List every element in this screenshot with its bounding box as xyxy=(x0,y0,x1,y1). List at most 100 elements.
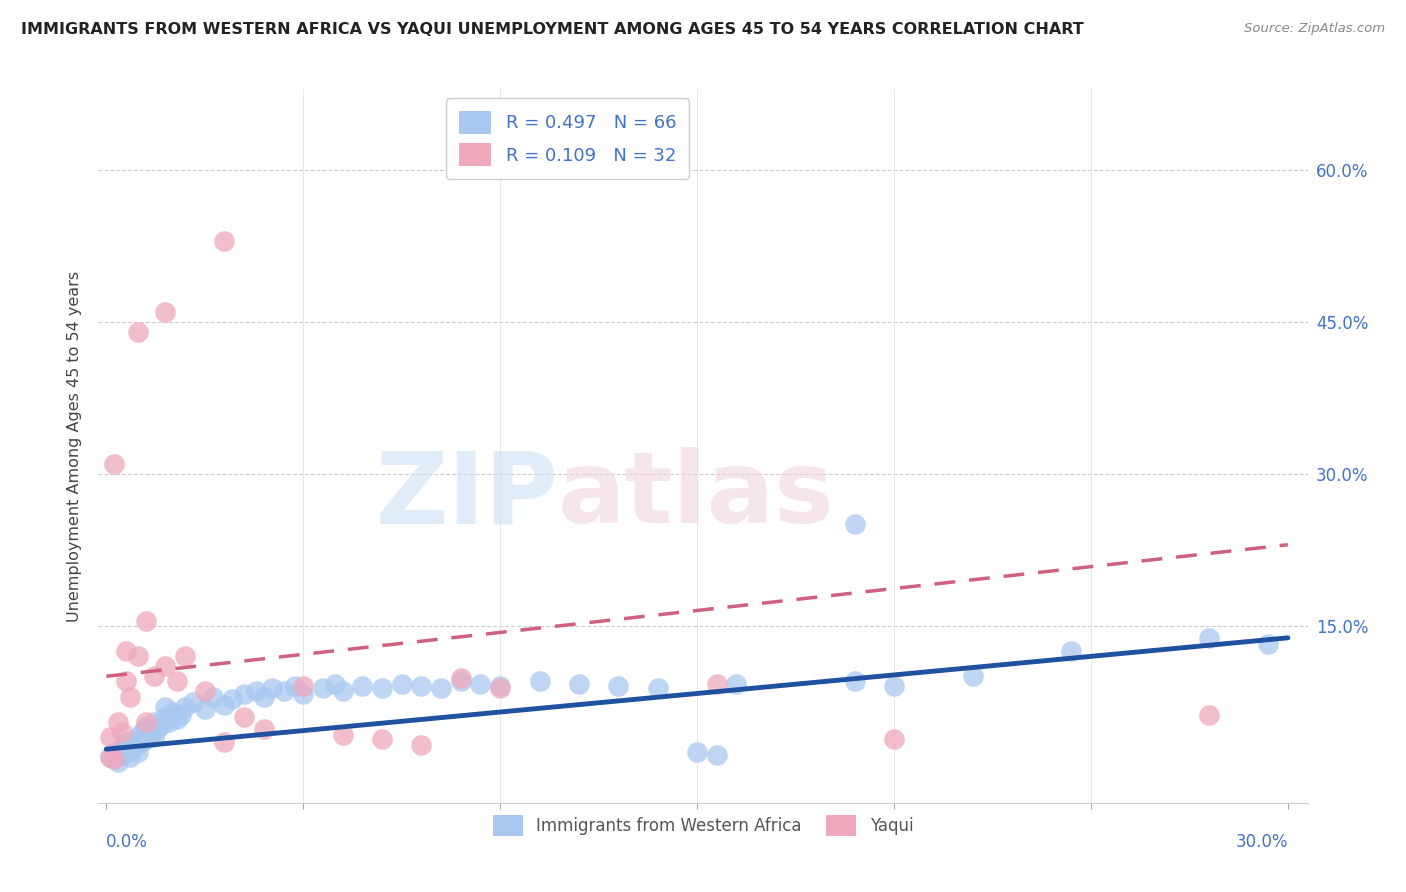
Point xyxy=(138,728,160,742)
Point xyxy=(115,674,138,689)
Point xyxy=(115,644,138,658)
Point xyxy=(1198,631,1220,645)
Text: Source: ZipAtlas.com: Source: ZipAtlas.com xyxy=(1244,22,1385,36)
Point xyxy=(98,730,121,744)
Point xyxy=(111,740,134,755)
Point xyxy=(127,745,149,759)
Point xyxy=(194,701,217,715)
Point xyxy=(118,690,141,704)
Point xyxy=(489,681,512,696)
Text: ZIP: ZIP xyxy=(375,448,558,544)
Point xyxy=(155,659,177,673)
Text: 30.0%: 30.0% xyxy=(1236,833,1288,851)
Point xyxy=(706,677,728,691)
Point xyxy=(131,735,153,749)
Legend: Immigrants from Western Africa, Yaqui: Immigrants from Western Africa, Yaqui xyxy=(484,806,922,845)
Point xyxy=(170,707,193,722)
Point xyxy=(411,680,433,694)
Point xyxy=(98,750,121,764)
Point xyxy=(411,738,433,752)
Point xyxy=(111,725,134,739)
Point xyxy=(142,669,165,683)
Point xyxy=(135,720,157,734)
Point xyxy=(118,742,141,756)
Point xyxy=(127,325,149,339)
Point xyxy=(292,688,315,702)
Point xyxy=(1198,707,1220,722)
Point xyxy=(118,750,141,764)
Point xyxy=(150,718,173,732)
Point xyxy=(253,722,276,736)
Point xyxy=(844,674,866,689)
Point xyxy=(323,677,346,691)
Point xyxy=(103,745,125,759)
Point xyxy=(273,684,295,698)
Point xyxy=(146,722,169,736)
Point xyxy=(1060,644,1083,658)
Point xyxy=(450,671,472,685)
Point xyxy=(174,648,197,663)
Point xyxy=(647,681,669,696)
Point xyxy=(135,732,157,747)
Point xyxy=(260,681,283,696)
Point xyxy=(142,730,165,744)
Point xyxy=(166,674,188,689)
Point xyxy=(391,677,413,691)
Point xyxy=(332,684,354,698)
Point xyxy=(962,669,984,683)
Point xyxy=(155,710,177,724)
Point xyxy=(292,680,315,694)
Point xyxy=(103,752,125,766)
Y-axis label: Unemployment Among Ages 45 to 54 years: Unemployment Among Ages 45 to 54 years xyxy=(66,270,82,622)
Point xyxy=(568,677,591,691)
Point xyxy=(155,699,177,714)
Point xyxy=(352,680,374,694)
Point xyxy=(201,690,224,704)
Point xyxy=(529,674,551,689)
Point xyxy=(883,680,905,694)
Point xyxy=(607,680,630,694)
Text: IMMIGRANTS FROM WESTERN AFRICA VS YAQUI UNEMPLOYMENT AMONG AGES 45 TO 54 YEARS C: IMMIGRANTS FROM WESTERN AFRICA VS YAQUI … xyxy=(21,22,1084,37)
Point xyxy=(135,614,157,628)
Point xyxy=(127,648,149,663)
Point xyxy=(127,730,149,744)
Point xyxy=(233,710,256,724)
Point xyxy=(214,735,236,749)
Point xyxy=(253,690,276,704)
Point xyxy=(107,714,129,729)
Point xyxy=(725,677,748,691)
Point xyxy=(245,684,267,698)
Point xyxy=(371,681,394,696)
Point xyxy=(233,688,256,702)
Point xyxy=(686,745,709,759)
Point xyxy=(142,714,165,729)
Point xyxy=(312,681,335,696)
Point xyxy=(1257,637,1279,651)
Point xyxy=(214,698,236,712)
Point xyxy=(470,677,492,691)
Point xyxy=(371,732,394,747)
Point xyxy=(103,457,125,471)
Point xyxy=(107,756,129,770)
Point xyxy=(844,517,866,532)
Point xyxy=(122,740,145,755)
Point xyxy=(111,748,134,763)
Point xyxy=(221,691,243,706)
Point xyxy=(103,752,125,766)
Point xyxy=(131,725,153,739)
Point xyxy=(174,699,197,714)
Point xyxy=(166,712,188,726)
Point xyxy=(284,680,307,694)
Point xyxy=(214,234,236,248)
Point xyxy=(115,745,138,759)
Text: 0.0%: 0.0% xyxy=(107,833,148,851)
Point xyxy=(706,748,728,763)
Point xyxy=(332,728,354,742)
Point xyxy=(430,681,453,696)
Text: atlas: atlas xyxy=(558,448,835,544)
Point xyxy=(157,714,180,729)
Point xyxy=(162,705,184,719)
Point xyxy=(155,305,177,319)
Point xyxy=(194,684,217,698)
Point xyxy=(181,695,204,709)
